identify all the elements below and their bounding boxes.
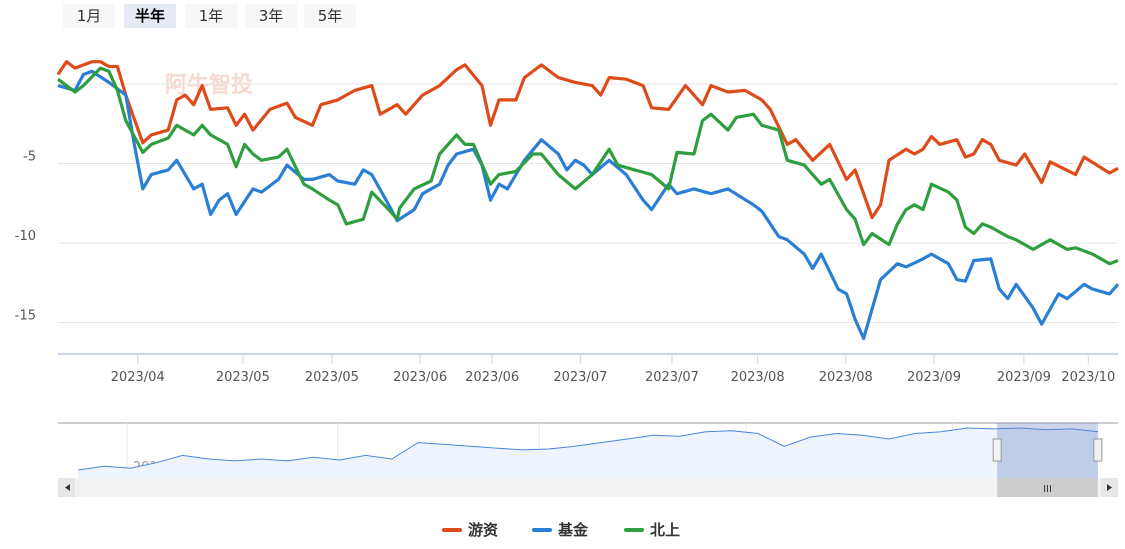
navigator[interactable]: 2019-01-012020-01-012021-01-012022-01-01… [58, 422, 1118, 497]
legend-item-jijin[interactable]: 基金 [532, 519, 588, 540]
x-tick-label: 2023/05 [305, 370, 359, 385]
x-tick-label: 2023/07 [553, 370, 607, 385]
x-tick-label: 2023/10 [1061, 370, 1115, 385]
legend-item-youzi[interactable]: 游资 [442, 519, 498, 540]
legend-swatch [442, 527, 462, 532]
y-tick-label: -5 [23, 150, 36, 165]
arrow-right-icon [1107, 484, 1112, 491]
x-tick-label: 2023/09 [907, 370, 961, 385]
navigator-selection [997, 423, 1098, 478]
x-tick-label: 2023/08 [819, 370, 873, 385]
legend-swatch [532, 527, 552, 532]
scrollbar-thumb[interactable] [997, 478, 1098, 497]
navigator-area [78, 428, 1098, 478]
y-tick-label: -15 [15, 309, 36, 324]
navigator-handle[interactable] [992, 438, 1002, 462]
range-button-3y[interactable]: 3年 [245, 4, 297, 28]
legend-item-beishang[interactable]: 北上 [624, 519, 680, 540]
series-line-0 [56, 60, 1119, 220]
range-button-1y[interactable]: 1年 [185, 4, 237, 28]
x-tick-label: 2023/05 [216, 370, 270, 385]
x-tick-label: 2023/08 [731, 370, 785, 385]
arrow-left-icon [65, 484, 70, 491]
range-button-1m[interactable]: 1月 [63, 4, 115, 28]
x-tick-label: 2023/09 [997, 370, 1051, 385]
series-line-1 [57, 69, 1120, 340]
y-tick-label: -10 [15, 229, 36, 244]
watermark: 阿牛智投 [165, 72, 253, 98]
navigator-handle[interactable] [1093, 438, 1103, 462]
scrollbar-track[interactable] [58, 478, 1118, 497]
range-button-5y[interactable]: 5年 [304, 4, 356, 28]
x-tick-label: 2023/06 [465, 370, 519, 385]
x-tick-label: 2023/04 [111, 370, 165, 385]
range-button-6m[interactable]: 半年 [124, 4, 176, 28]
navigator-line [77, 427, 1099, 471]
legend-label: 游资 [468, 521, 499, 539]
x-tick-label: 2023/06 [393, 370, 447, 385]
x-tick-label: 2023/07 [645, 370, 699, 385]
legend-label: 基金 [558, 521, 589, 539]
legend-swatch [624, 527, 644, 532]
legend-label: 北上 [650, 521, 681, 539]
series-line-2 [57, 66, 1119, 266]
scrollbar-grip-icon: III [1043, 484, 1052, 495]
